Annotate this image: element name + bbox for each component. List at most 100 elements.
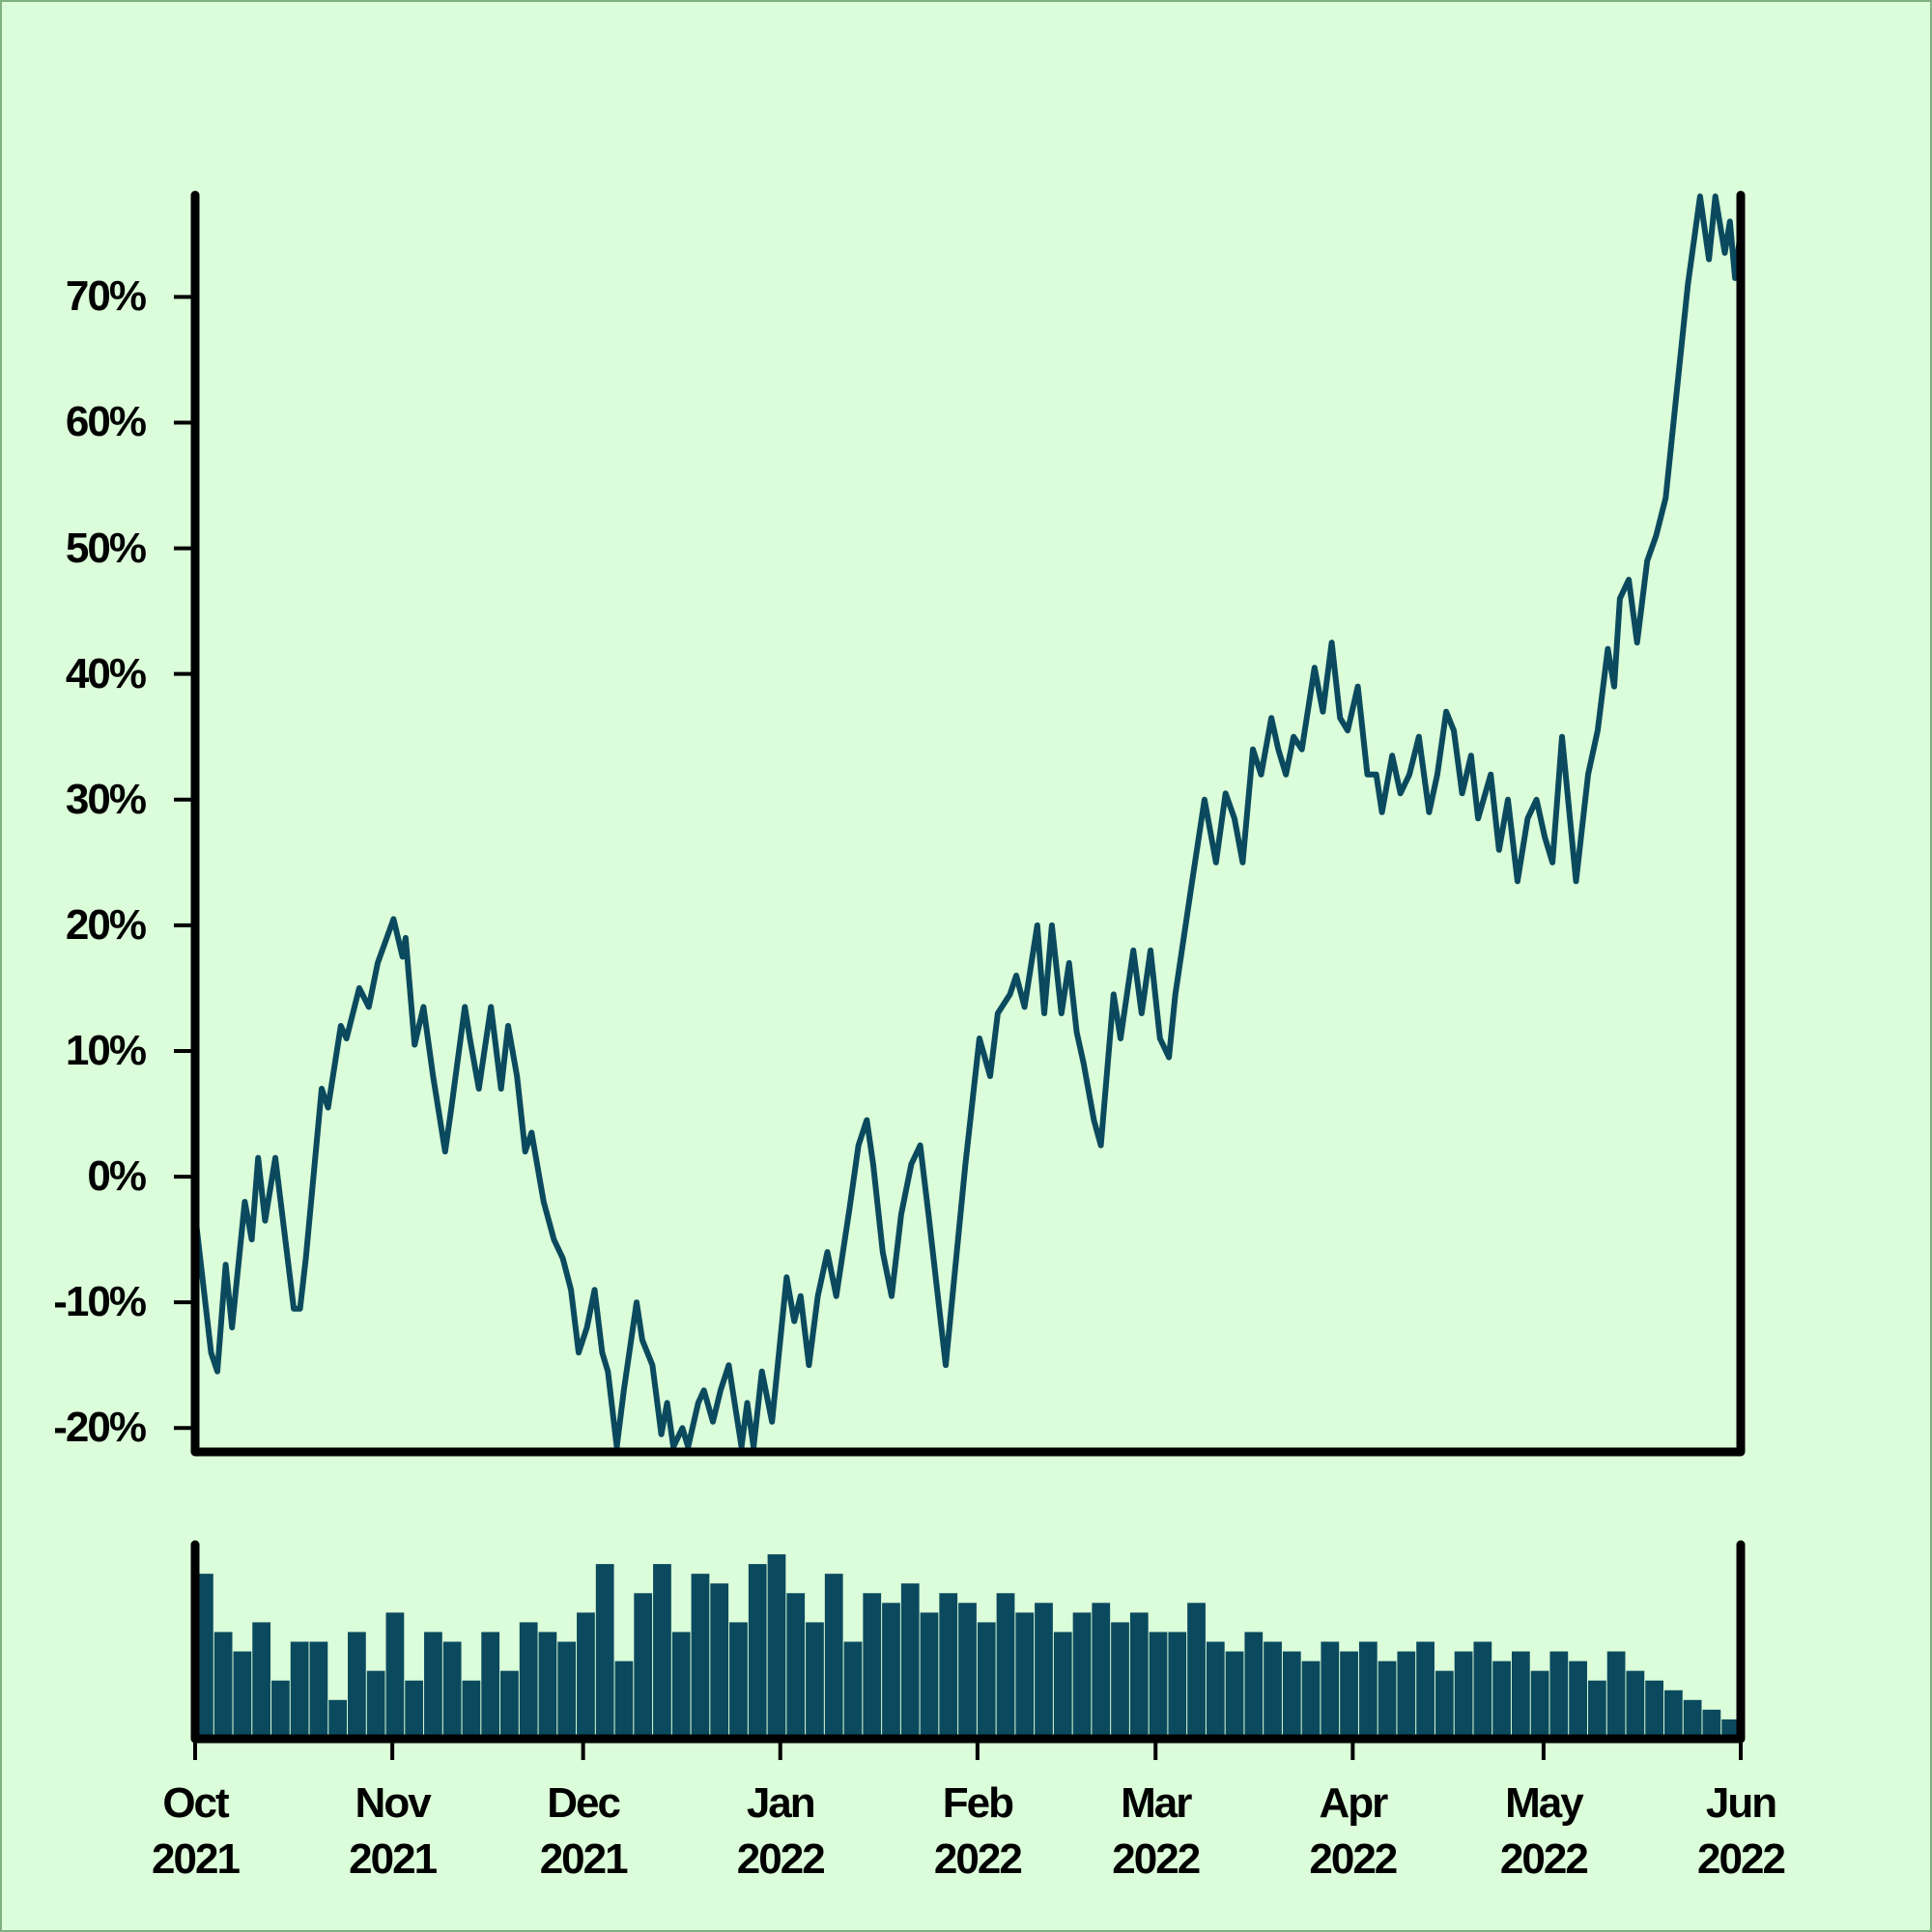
volume-bar: [1702, 1709, 1721, 1739]
volume-bar: [1321, 1641, 1340, 1739]
x-tick-label: Jun 2022: [1697, 1779, 1786, 1883]
volume-bar: [1225, 1651, 1244, 1739]
volume-bar: [1072, 1612, 1092, 1739]
y-tick-label: 60%: [65, 398, 147, 446]
volume-bar: [958, 1603, 977, 1739]
volume-bar: [1015, 1612, 1035, 1739]
volume-bar: [1053, 1632, 1072, 1739]
y-tick-label: -10%: [53, 1278, 147, 1326]
volume-bar: [786, 1593, 806, 1739]
x-tick-label: Nov 2021: [349, 1779, 438, 1883]
volume-bar: [1473, 1641, 1492, 1739]
volume-bar: [1206, 1641, 1225, 1739]
volume-bar: [1111, 1622, 1129, 1739]
y-tick-label: 70%: [65, 272, 147, 321]
volume-bar: [1626, 1670, 1645, 1739]
volume-bar: [1721, 1719, 1740, 1739]
volume-bar: [405, 1680, 424, 1739]
volume-bar: [519, 1622, 538, 1739]
volume-bar: [634, 1593, 653, 1739]
axis-frame: [190, 1540, 1746, 1744]
volume-bar: [442, 1641, 462, 1739]
volume-bar: [538, 1632, 557, 1739]
volume-bar: [1587, 1680, 1606, 1739]
volume-bar: [900, 1583, 920, 1739]
volume-bar: [1282, 1651, 1301, 1739]
volume-bar: [1511, 1651, 1530, 1739]
volume-bar: [557, 1641, 577, 1739]
volume-bar: [348, 1632, 366, 1739]
volume-bar: [767, 1554, 786, 1739]
volume-bar: [595, 1564, 614, 1739]
volume-bar: [1301, 1661, 1321, 1739]
volume-bar: [1244, 1632, 1264, 1739]
volume-bar: [843, 1641, 863, 1739]
volume-bar: [1187, 1603, 1206, 1739]
volume-bar: [710, 1583, 729, 1739]
volume-bar: [1168, 1632, 1187, 1739]
volume-bar: [1454, 1651, 1473, 1739]
volume-bar: [863, 1593, 882, 1739]
volume-bar: [577, 1612, 595, 1739]
y-tick-label: 10%: [65, 1026, 147, 1074]
volume-bar: [1492, 1661, 1511, 1739]
x-tick-label: Apr 2022: [1309, 1779, 1398, 1883]
volume-bar: [1264, 1641, 1282, 1739]
volume-bar: [309, 1641, 328, 1739]
x-tick-label: May 2022: [1499, 1779, 1589, 1883]
volume-bar: [939, 1593, 958, 1739]
volume-bar: [481, 1632, 500, 1739]
volume-bar: [1683, 1699, 1702, 1739]
volume-bar: [252, 1622, 271, 1739]
volume-bar: [1092, 1603, 1111, 1739]
volume-bar: [691, 1574, 710, 1739]
volume-bar: [462, 1680, 481, 1739]
y-tick-label: 50%: [65, 524, 147, 572]
line: [192, 193, 1743, 1450]
volume-bar: [1416, 1641, 1435, 1739]
volume-bar: [290, 1641, 309, 1739]
volume-bar: [1129, 1612, 1149, 1739]
volume-bar: [1435, 1670, 1454, 1739]
volume-bar: [1358, 1641, 1378, 1739]
x-tick-label: Mar 2022: [1112, 1779, 1201, 1883]
volume-bar: [1549, 1651, 1569, 1739]
volume-bar: [195, 1574, 213, 1739]
volume-bar: [213, 1632, 233, 1739]
volume-bar: [1645, 1680, 1663, 1739]
y-tick-label: 30%: [65, 775, 147, 823]
volume-bar: [500, 1670, 519, 1739]
volume-bar: [977, 1622, 996, 1739]
axis-frame: [190, 190, 1746, 1457]
y-tick-label: 40%: [65, 649, 147, 697]
volume-bar: [882, 1603, 900, 1739]
volume-bar: [653, 1564, 671, 1739]
volume-bar: [424, 1632, 442, 1739]
x-tick-label: Oct 2021: [152, 1779, 241, 1883]
volume-bar: [271, 1680, 290, 1739]
volume-bar: [996, 1593, 1015, 1739]
volume-bar: [366, 1670, 385, 1739]
volume-bar: [328, 1699, 348, 1739]
volume-bar: [1530, 1670, 1549, 1739]
volume-bar: [233, 1651, 252, 1739]
volume-bar: [1378, 1661, 1397, 1739]
volume-bar: [824, 1574, 843, 1739]
volume-bar: [1340, 1651, 1358, 1739]
x-tick-label: Feb 2022: [933, 1779, 1023, 1883]
volume-bar: [1397, 1651, 1416, 1739]
volume-bar: [1149, 1632, 1168, 1739]
x-tick-label: Dec 2021: [539, 1779, 629, 1883]
x-tick-label: Jan 2022: [736, 1779, 826, 1883]
volume-bar: [729, 1622, 748, 1739]
volume-bar: [1606, 1651, 1626, 1739]
volume-bar: [748, 1564, 767, 1739]
y-tick-label: 0%: [87, 1152, 147, 1201]
volume-bar: [1569, 1661, 1587, 1739]
volume-bar: [671, 1632, 691, 1739]
volume-bar: [1663, 1690, 1683, 1739]
volume-bar: [806, 1622, 824, 1739]
y-tick-label: 20%: [65, 900, 147, 949]
